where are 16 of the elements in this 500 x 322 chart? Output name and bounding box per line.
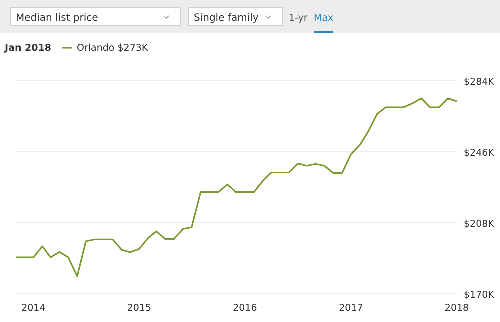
y-tick-label: $246K — [464, 148, 496, 159]
y-tick-label: $284K — [464, 77, 496, 88]
x-tick-label: 2015 — [127, 303, 152, 314]
legend-label: Orlando $273K — [77, 43, 149, 54]
text: 1-yr — [289, 13, 308, 24]
x-tick-label: 2018 — [444, 303, 470, 314]
y-tick-label: $170K — [464, 290, 496, 301]
text: Max — [314, 13, 334, 24]
x-tick-label: 2016 — [233, 303, 258, 314]
x-tick-label: 2017 — [339, 303, 364, 314]
y-tick-label: $208K — [464, 219, 496, 230]
x-tick-label: 2014 — [22, 303, 46, 314]
text: Median list price — [16, 13, 98, 24]
text: Single family — [194, 13, 259, 24]
line-series — [15, 98, 458, 278]
legend-title: Jan 2018 — [4, 43, 52, 54]
